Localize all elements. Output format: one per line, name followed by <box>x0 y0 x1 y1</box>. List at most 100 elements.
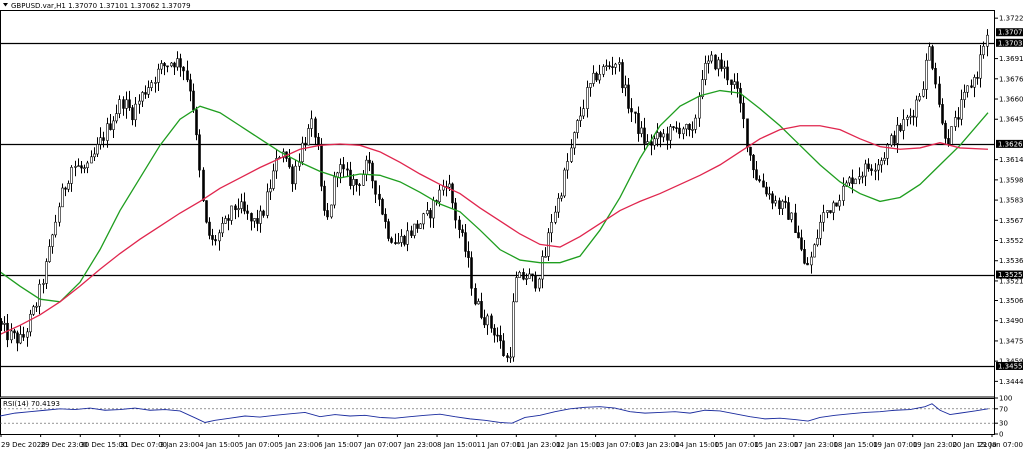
candle-body <box>826 210 829 213</box>
candle-body <box>515 277 518 303</box>
candle-body <box>976 77 979 79</box>
candle-body <box>768 193 771 196</box>
y-tick-label: 1.34750 <box>999 337 1024 345</box>
symbol-dropdown-icon[interactable] <box>3 3 8 7</box>
candle-body <box>144 92 147 95</box>
candle-body <box>314 118 317 138</box>
candle-body <box>566 161 569 171</box>
candle-body <box>397 242 400 244</box>
candle-body <box>570 147 573 162</box>
candle-body <box>432 200 435 219</box>
candle-body <box>262 210 265 216</box>
x-tick-label: 5 Jan 23:00 <box>278 441 318 449</box>
candle-body <box>752 154 755 171</box>
candle-body <box>973 77 976 88</box>
candle-body <box>272 170 275 189</box>
candle-body <box>512 301 515 358</box>
candle-body <box>902 119 905 131</box>
candle-body <box>74 166 77 168</box>
x-tick-label: 4 Jan 15:00 <box>199 441 239 449</box>
current-price-tag <box>996 28 1023 37</box>
candle-body <box>58 206 61 223</box>
rsi-y-tick-label: 70 <box>999 405 1008 413</box>
candle-body <box>477 301 480 305</box>
candle-body <box>778 200 781 210</box>
y-tick-label: 1.35210 <box>999 277 1024 285</box>
candle-body <box>214 239 217 242</box>
candle-body <box>717 59 720 70</box>
candle-body <box>822 212 825 223</box>
candle-body <box>579 115 582 121</box>
candle-body <box>496 334 499 337</box>
candle-body <box>656 132 659 140</box>
candle-body <box>451 183 454 204</box>
candle-body <box>333 176 336 206</box>
candle-body <box>925 59 928 90</box>
candle-body <box>419 223 422 229</box>
candle-body <box>182 66 185 72</box>
candle-body <box>576 120 579 133</box>
candle-body <box>554 211 557 223</box>
candle-body <box>109 123 112 130</box>
candle-body <box>899 124 902 131</box>
candle-body <box>714 54 717 70</box>
candle-body <box>531 273 534 276</box>
candle-body <box>918 95 921 101</box>
candle-body <box>320 144 323 187</box>
candle-body <box>384 213 387 222</box>
candle-body <box>835 202 838 207</box>
candle-body <box>467 251 470 258</box>
candle-body <box>330 204 333 218</box>
candle-body <box>474 287 477 305</box>
candle-body <box>368 159 371 164</box>
candle-body <box>950 126 953 145</box>
candle-body <box>349 169 352 186</box>
candle-body <box>416 223 419 229</box>
candle-body <box>733 81 736 85</box>
candle-body <box>746 118 749 148</box>
candle-body <box>586 87 589 109</box>
candle-body <box>352 179 355 186</box>
y-tick-label: 1.34440 <box>999 378 1024 386</box>
candle-body <box>22 334 25 338</box>
candle-body <box>54 221 57 236</box>
candle-body <box>691 129 694 131</box>
candle-body <box>403 235 406 245</box>
candle-body <box>362 174 365 186</box>
candle-body <box>710 54 713 62</box>
candle-body <box>963 91 966 100</box>
rsi-label: RSI(14) 70.4193 <box>3 400 60 408</box>
candle-body <box>806 262 809 266</box>
candle-body <box>522 272 525 280</box>
candle-body <box>48 246 51 262</box>
candle-body <box>630 108 633 113</box>
candle-body <box>614 63 617 68</box>
candle-body <box>842 185 845 201</box>
candle-body <box>131 107 134 121</box>
candle-body <box>179 58 182 68</box>
candle-body <box>358 184 361 186</box>
candle-body <box>480 301 483 318</box>
candle-body <box>864 163 867 177</box>
candle-body <box>134 103 137 121</box>
candle-body <box>166 65 169 68</box>
candle-body <box>669 126 672 141</box>
x-tick-label: 5 Jan 07:00 <box>239 441 279 449</box>
candle-body <box>915 99 918 118</box>
candle-body <box>803 249 806 264</box>
candle-body <box>893 135 896 144</box>
candle-body <box>173 62 176 68</box>
candle-body <box>115 113 118 122</box>
candle-body <box>458 219 461 230</box>
level-price-tag-label: 1.37036 <box>998 39 1024 47</box>
moving-average-line <box>0 125 989 336</box>
candle-body <box>755 169 758 180</box>
candle-body <box>979 54 982 79</box>
candle-body <box>32 306 35 315</box>
candle-body <box>410 230 413 236</box>
candle-body <box>112 120 115 130</box>
candle-body <box>707 60 710 64</box>
candle-body <box>534 274 537 289</box>
candle-body <box>499 335 502 342</box>
